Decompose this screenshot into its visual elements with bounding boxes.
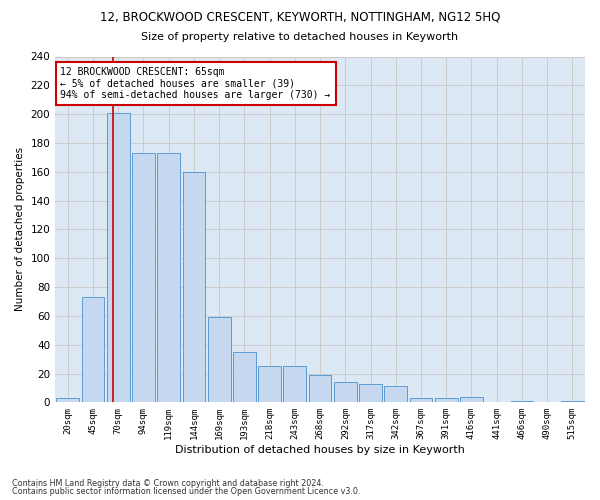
Bar <box>460 396 483 402</box>
Text: 12 BROCKWOOD CRESCENT: 65sqm
← 5% of detached houses are smaller (39)
94% of sem: 12 BROCKWOOD CRESCENT: 65sqm ← 5% of det… <box>61 67 331 100</box>
Bar <box>359 384 382 402</box>
Text: Size of property relative to detached houses in Keyworth: Size of property relative to detached ho… <box>142 32 458 42</box>
Text: Contains public sector information licensed under the Open Government Licence v3: Contains public sector information licen… <box>12 487 361 496</box>
Bar <box>561 401 584 402</box>
Bar <box>511 401 533 402</box>
Y-axis label: Number of detached properties: Number of detached properties <box>15 148 25 312</box>
Bar <box>334 382 356 402</box>
Bar <box>182 172 205 402</box>
Bar <box>258 366 281 402</box>
Bar <box>435 398 458 402</box>
Text: Contains HM Land Registry data © Crown copyright and database right 2024.: Contains HM Land Registry data © Crown c… <box>12 479 324 488</box>
Bar <box>157 153 180 402</box>
Bar <box>132 153 155 402</box>
Bar <box>56 398 79 402</box>
Bar <box>309 375 331 402</box>
X-axis label: Distribution of detached houses by size in Keyworth: Distribution of detached houses by size … <box>175 445 465 455</box>
Bar <box>208 318 230 402</box>
Bar <box>107 112 130 403</box>
Text: 12, BROCKWOOD CRESCENT, KEYWORTH, NOTTINGHAM, NG12 5HQ: 12, BROCKWOOD CRESCENT, KEYWORTH, NOTTIN… <box>100 10 500 23</box>
Bar <box>410 398 433 402</box>
Bar <box>385 386 407 402</box>
Bar <box>82 297 104 403</box>
Bar <box>233 352 256 403</box>
Bar <box>283 366 306 402</box>
